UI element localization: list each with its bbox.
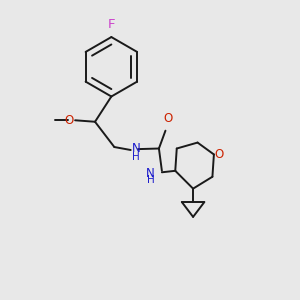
Text: O: O [64, 114, 73, 127]
Text: O: O [214, 148, 224, 161]
Text: N: N [132, 142, 140, 155]
Text: H: H [147, 175, 154, 185]
Text: O: O [163, 112, 172, 125]
Text: N: N [146, 167, 154, 180]
Text: H: H [132, 152, 139, 161]
Text: F: F [108, 17, 115, 31]
